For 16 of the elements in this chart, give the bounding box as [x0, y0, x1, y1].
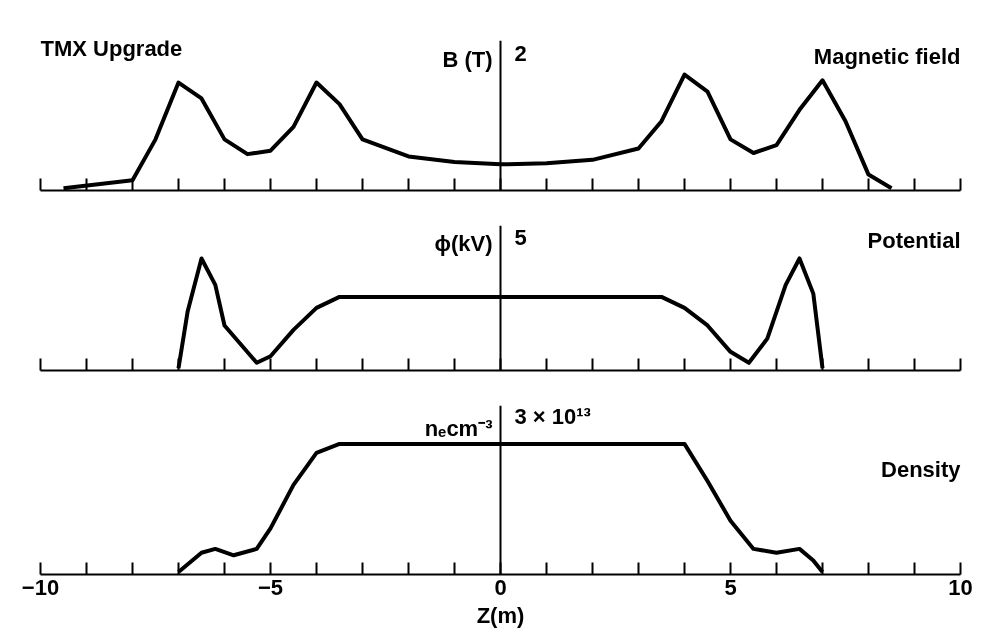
x-tick-label: −5	[257, 574, 284, 600]
text: 5	[514, 225, 527, 251]
y-axis-title: nₑcm⁻³	[424, 416, 493, 442]
text: TMX Upgrade	[40, 35, 183, 61]
text: Density	[881, 457, 962, 483]
x-axis-title: Z(m)	[476, 602, 525, 628]
text: 3 × 10¹³	[514, 403, 591, 429]
y-axis-title: ϕ(kV)	[434, 231, 493, 257]
y-axis-title: B (T)	[442, 47, 493, 73]
x-tick-label: 10	[948, 574, 973, 600]
chart-title: Potential	[867, 227, 961, 253]
x-tick-label: −10	[21, 574, 60, 600]
text: 2	[514, 40, 527, 66]
chart-title: Magnetic field	[813, 43, 961, 69]
x-tick-label: 5	[724, 574, 737, 600]
x-tick-label: 0	[494, 574, 507, 600]
